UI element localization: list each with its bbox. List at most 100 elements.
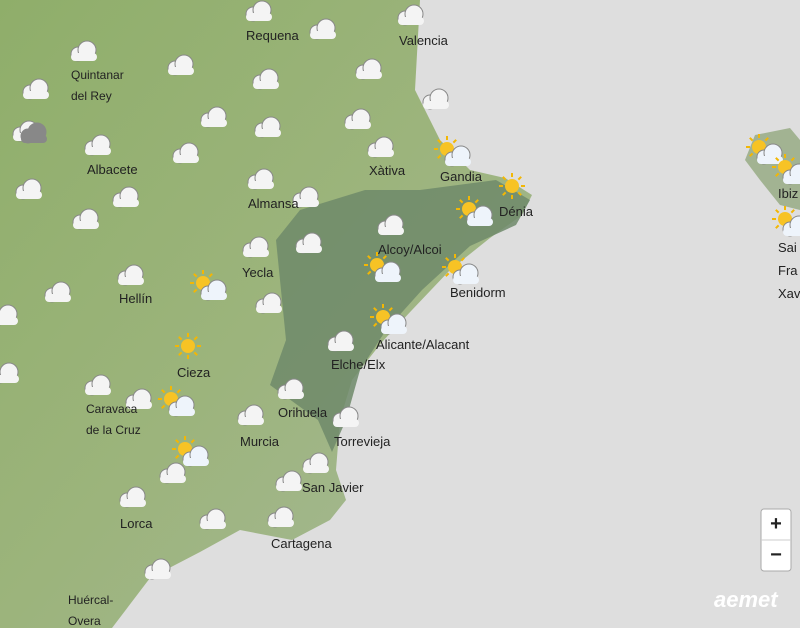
cloud-base — [85, 147, 111, 155]
place-label: de la Cruz — [86, 423, 141, 437]
place-label: Requena — [246, 28, 300, 43]
sun-ray — [176, 389, 181, 394]
sun-ray — [175, 454, 180, 459]
sun-ray — [517, 191, 522, 196]
sun-ray — [502, 176, 507, 181]
sun-ray — [178, 336, 183, 341]
sun-ray — [193, 336, 198, 341]
place-label: Xàtiva — [369, 163, 406, 178]
cloud-base — [398, 17, 424, 25]
cloud-base — [375, 274, 401, 282]
cloud-base — [423, 101, 449, 109]
sun-ray — [193, 288, 198, 293]
sun-ray — [175, 439, 180, 444]
sun-ray — [474, 199, 479, 204]
cloud-base — [303, 465, 329, 473]
place-label: Cieza — [177, 365, 211, 380]
cloud-base — [169, 408, 195, 416]
cloud-base — [278, 391, 304, 399]
logo: aemet — [714, 587, 779, 612]
mainland — [0, 0, 532, 628]
cloud-base — [113, 199, 139, 207]
sun-ray — [382, 255, 387, 260]
cloud-base — [378, 227, 404, 235]
cloud-base — [145, 571, 171, 579]
place-labels: Requena Valencia Quintanar del Rey Albacete X… — [68, 28, 800, 628]
zoom-out[interactable]: − — [770, 544, 782, 566]
sun-ray — [161, 404, 166, 409]
sun-ray — [388, 307, 393, 312]
sun-ray — [445, 272, 450, 277]
sun-ray — [178, 351, 183, 356]
sun-ray — [193, 273, 198, 278]
sun-ray — [190, 439, 195, 444]
cloud-base — [21, 135, 47, 143]
cloud-base — [201, 292, 227, 300]
sun-ray — [775, 209, 780, 214]
weather-icons — [0, 0, 800, 580]
place-label: Murcia — [240, 434, 280, 449]
cloud-base — [71, 53, 97, 61]
cloud-base — [126, 401, 152, 409]
sun-ray — [517, 176, 522, 181]
place-label: Xav — [778, 286, 800, 301]
place-label: Alcoy/Alcoi — [378, 242, 442, 257]
place-label: Alicante/Alacant — [376, 337, 470, 352]
cloud-base — [333, 419, 359, 427]
cloud-base — [276, 483, 302, 491]
place-label: Valencia — [399, 33, 449, 48]
cloud-base — [243, 249, 269, 257]
cloud-base — [85, 387, 111, 395]
sun-ray — [775, 157, 780, 162]
sun-ray — [790, 157, 795, 162]
cloud-base — [201, 119, 227, 127]
zoom-control: + − — [760, 508, 792, 572]
sun-ray — [367, 270, 372, 275]
cloud-base — [345, 121, 371, 129]
sun-ray — [437, 154, 442, 159]
cloud-base — [255, 129, 281, 137]
place-label: Gandia — [440, 169, 483, 184]
place-label: del Rey — [71, 89, 112, 103]
cloud-base — [16, 191, 42, 199]
place-label: San Javier — [302, 480, 364, 495]
place-label: Hellín — [119, 291, 152, 306]
place-label: Cartagena — [271, 536, 332, 551]
sun-ray — [790, 209, 795, 214]
alicante-province — [270, 180, 530, 452]
place-label: Albacete — [87, 162, 138, 177]
cloud-base — [328, 343, 354, 351]
zoom-in[interactable]: + — [770, 513, 782, 535]
place-label: Fra — [778, 263, 798, 278]
cloud-base — [0, 375, 19, 383]
sun-ray — [502, 191, 507, 196]
sun-ray — [764, 137, 769, 142]
cloud-base — [23, 91, 49, 99]
place-label: Almansa — [248, 196, 299, 211]
cloud-base — [356, 71, 382, 79]
place-label: Torrevieja — [334, 434, 391, 449]
place-label: Benidorm — [450, 285, 506, 300]
place-label: Yecla — [242, 265, 274, 280]
cloud-base — [118, 277, 144, 285]
cloud-base — [238, 417, 264, 425]
cloud-base — [467, 218, 493, 226]
cloud-base — [45, 294, 71, 302]
cloud-base — [783, 228, 800, 236]
sun-ray — [445, 257, 450, 262]
cloud-base — [200, 521, 226, 529]
cloud-base — [173, 155, 199, 163]
cloud-base — [0, 317, 18, 325]
place-label: Dénia — [499, 204, 534, 219]
cloud-base — [368, 149, 394, 157]
cloud-base — [783, 176, 800, 184]
place-label: Ibiz — [778, 186, 798, 201]
sun — [181, 339, 195, 353]
sun-ray — [775, 224, 780, 229]
cloud-base — [268, 519, 294, 527]
sun-ray — [459, 199, 464, 204]
sun-ray — [460, 257, 465, 262]
cloud-base — [453, 276, 479, 284]
place-label: Huércal- — [68, 593, 113, 607]
